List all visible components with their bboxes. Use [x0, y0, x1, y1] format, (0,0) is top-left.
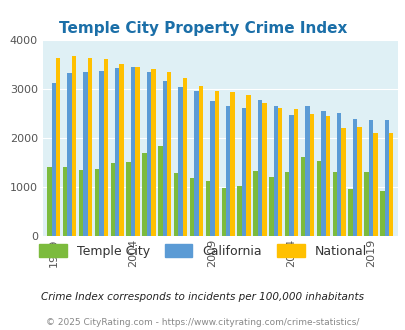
- Bar: [384, 120, 388, 236]
- Bar: [262, 103, 266, 236]
- Bar: [363, 172, 368, 236]
- Bar: [182, 78, 187, 236]
- Bar: [72, 56, 76, 236]
- Bar: [368, 119, 372, 236]
- Bar: [126, 162, 130, 236]
- Bar: [63, 167, 67, 236]
- Bar: [305, 106, 309, 236]
- Bar: [316, 161, 320, 236]
- Bar: [194, 91, 198, 236]
- Bar: [47, 167, 51, 236]
- Bar: [230, 92, 234, 236]
- Text: Crime Index corresponds to incidents per 100,000 inhabitants: Crime Index corresponds to incidents per…: [41, 292, 364, 302]
- Bar: [130, 67, 135, 236]
- Bar: [320, 111, 325, 236]
- Bar: [269, 177, 273, 236]
- Bar: [56, 58, 60, 236]
- Bar: [226, 106, 230, 236]
- Bar: [173, 173, 178, 236]
- Bar: [210, 101, 214, 236]
- Bar: [241, 108, 246, 236]
- Bar: [273, 106, 277, 236]
- Bar: [289, 115, 293, 236]
- Bar: [257, 100, 262, 236]
- Bar: [332, 172, 336, 236]
- Legend: Temple City, California, National: Temple City, California, National: [34, 239, 371, 263]
- Bar: [115, 68, 119, 236]
- Bar: [110, 163, 115, 236]
- Bar: [341, 128, 345, 236]
- Bar: [178, 87, 182, 236]
- Bar: [352, 118, 356, 236]
- Bar: [158, 146, 162, 236]
- Bar: [336, 113, 341, 236]
- Bar: [388, 133, 392, 236]
- Bar: [253, 171, 257, 236]
- Text: Temple City Property Crime Index: Temple City Property Crime Index: [59, 21, 346, 36]
- Bar: [99, 71, 103, 236]
- Bar: [246, 95, 250, 236]
- Bar: [379, 191, 384, 236]
- Bar: [372, 133, 377, 236]
- Text: © 2025 CityRating.com - https://www.cityrating.com/crime-statistics/: © 2025 CityRating.com - https://www.city…: [46, 318, 359, 327]
- Bar: [51, 83, 56, 236]
- Bar: [151, 69, 155, 236]
- Bar: [284, 172, 289, 236]
- Bar: [166, 72, 171, 236]
- Bar: [325, 116, 329, 236]
- Bar: [347, 189, 352, 236]
- Bar: [162, 81, 166, 236]
- Bar: [309, 114, 313, 236]
- Bar: [300, 157, 305, 236]
- Bar: [67, 74, 72, 236]
- Bar: [214, 91, 218, 236]
- Bar: [293, 109, 298, 236]
- Bar: [237, 186, 241, 236]
- Bar: [119, 64, 124, 236]
- Bar: [103, 59, 108, 236]
- Bar: [277, 108, 282, 236]
- Bar: [190, 178, 194, 236]
- Bar: [94, 169, 99, 236]
- Bar: [87, 58, 92, 236]
- Bar: [142, 152, 146, 236]
- Bar: [221, 188, 226, 236]
- Bar: [205, 182, 210, 236]
- Bar: [356, 127, 361, 236]
- Bar: [83, 73, 87, 236]
- Bar: [135, 67, 139, 236]
- Bar: [198, 86, 202, 236]
- Bar: [79, 170, 83, 236]
- Bar: [146, 73, 151, 236]
